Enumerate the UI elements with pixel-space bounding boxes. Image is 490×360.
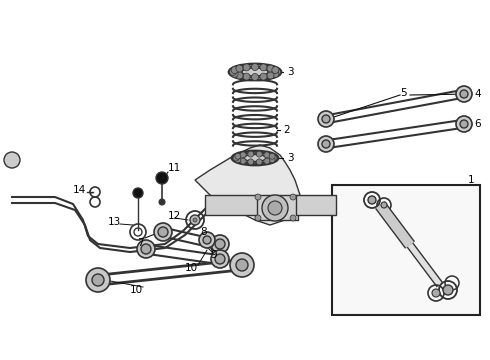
Circle shape bbox=[235, 153, 241, 159]
Circle shape bbox=[230, 253, 254, 277]
Circle shape bbox=[443, 285, 453, 295]
Circle shape bbox=[236, 72, 243, 79]
Circle shape bbox=[264, 158, 270, 164]
Circle shape bbox=[272, 67, 279, 73]
Circle shape bbox=[190, 215, 200, 225]
Circle shape bbox=[137, 240, 155, 258]
Circle shape bbox=[193, 218, 197, 222]
Text: 1: 1 bbox=[468, 175, 475, 185]
Text: 12: 12 bbox=[168, 211, 181, 221]
Circle shape bbox=[290, 215, 296, 221]
Circle shape bbox=[460, 90, 468, 98]
Circle shape bbox=[156, 172, 168, 184]
Circle shape bbox=[229, 68, 237, 76]
Circle shape bbox=[432, 289, 440, 297]
Circle shape bbox=[381, 202, 387, 208]
Circle shape bbox=[269, 153, 275, 159]
Circle shape bbox=[243, 64, 250, 71]
Circle shape bbox=[260, 64, 267, 71]
Circle shape bbox=[240, 152, 246, 158]
Circle shape bbox=[318, 136, 334, 152]
Circle shape bbox=[272, 71, 279, 77]
Text: 13: 13 bbox=[108, 217, 121, 227]
Ellipse shape bbox=[239, 153, 271, 163]
Circle shape bbox=[248, 151, 254, 157]
Circle shape bbox=[211, 250, 229, 268]
Circle shape bbox=[133, 188, 143, 198]
Circle shape bbox=[460, 120, 468, 128]
Circle shape bbox=[260, 73, 267, 80]
Text: 2: 2 bbox=[283, 125, 290, 135]
Text: 8: 8 bbox=[200, 227, 207, 237]
Circle shape bbox=[4, 152, 20, 168]
Circle shape bbox=[267, 72, 274, 79]
Bar bbox=[205, 195, 257, 215]
Circle shape bbox=[262, 195, 288, 221]
Text: 5: 5 bbox=[400, 88, 407, 98]
Ellipse shape bbox=[236, 67, 274, 77]
Circle shape bbox=[235, 157, 241, 163]
Circle shape bbox=[268, 201, 282, 215]
Circle shape bbox=[290, 194, 296, 200]
Circle shape bbox=[248, 159, 254, 165]
Circle shape bbox=[215, 254, 225, 264]
Circle shape bbox=[456, 86, 472, 102]
Circle shape bbox=[271, 155, 277, 161]
Circle shape bbox=[255, 215, 261, 221]
Circle shape bbox=[231, 71, 238, 77]
Circle shape bbox=[322, 140, 330, 148]
Circle shape bbox=[240, 158, 246, 164]
Circle shape bbox=[318, 111, 334, 127]
Circle shape bbox=[159, 199, 165, 205]
Circle shape bbox=[251, 63, 259, 71]
Text: 6: 6 bbox=[474, 119, 481, 129]
Bar bbox=[296, 195, 336, 215]
Circle shape bbox=[86, 268, 110, 292]
Polygon shape bbox=[195, 145, 300, 225]
Bar bbox=[332, 185, 480, 315]
Circle shape bbox=[267, 65, 274, 72]
Circle shape bbox=[273, 68, 280, 76]
Circle shape bbox=[199, 232, 215, 248]
Circle shape bbox=[141, 244, 151, 254]
Circle shape bbox=[256, 159, 262, 165]
Circle shape bbox=[368, 196, 376, 204]
Circle shape bbox=[256, 151, 262, 157]
Circle shape bbox=[456, 116, 472, 132]
Text: 9: 9 bbox=[210, 250, 217, 260]
Circle shape bbox=[154, 223, 172, 241]
Circle shape bbox=[269, 157, 275, 163]
Circle shape bbox=[211, 235, 229, 253]
Text: 14: 14 bbox=[73, 185, 86, 195]
Circle shape bbox=[203, 236, 211, 244]
Text: 10: 10 bbox=[185, 263, 198, 273]
Circle shape bbox=[236, 259, 248, 271]
Text: 11: 11 bbox=[168, 163, 181, 173]
Text: 3: 3 bbox=[287, 153, 294, 163]
Text: 7: 7 bbox=[137, 238, 144, 248]
Text: 4: 4 bbox=[474, 89, 481, 99]
Circle shape bbox=[158, 227, 168, 237]
Circle shape bbox=[92, 274, 104, 286]
Circle shape bbox=[322, 115, 330, 123]
Text: 3: 3 bbox=[287, 67, 294, 77]
Circle shape bbox=[236, 202, 248, 214]
Circle shape bbox=[233, 155, 239, 161]
Circle shape bbox=[231, 67, 238, 73]
Text: 10: 10 bbox=[130, 285, 143, 295]
Ellipse shape bbox=[242, 68, 268, 76]
Circle shape bbox=[215, 239, 225, 249]
Circle shape bbox=[251, 73, 259, 81]
Circle shape bbox=[264, 152, 270, 158]
Bar bbox=[255, 195, 298, 220]
Circle shape bbox=[255, 194, 261, 200]
Ellipse shape bbox=[244, 154, 266, 162]
Circle shape bbox=[236, 65, 243, 72]
Circle shape bbox=[243, 73, 250, 80]
